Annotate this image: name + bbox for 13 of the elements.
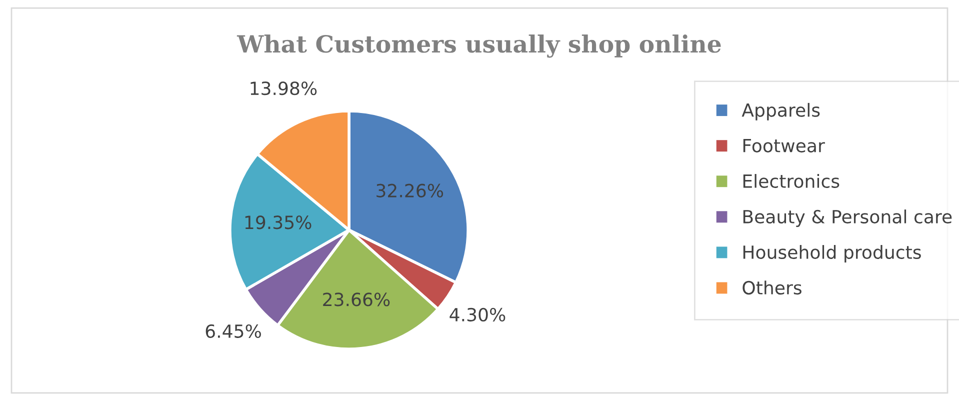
legend-label: Footwear [743, 139, 825, 152]
legend-label: Electronics [743, 174, 840, 188]
legend-label: Beauty & Personal care [743, 210, 952, 227]
data-label: 4.30% [450, 308, 506, 322]
chart-title: What Customers usually shop online [236, 34, 721, 58]
legend-label: Apparels [742, 102, 820, 120]
legend-label: Others [742, 280, 802, 295]
data-label: 13.98% [250, 82, 317, 96]
data-label: 6.45% [206, 324, 261, 338]
data-label: 32.26% [376, 184, 444, 198]
legend-label: Household products [743, 245, 921, 263]
data-label: 23.66% [323, 292, 390, 306]
data-label: 19.35% [245, 216, 312, 230]
